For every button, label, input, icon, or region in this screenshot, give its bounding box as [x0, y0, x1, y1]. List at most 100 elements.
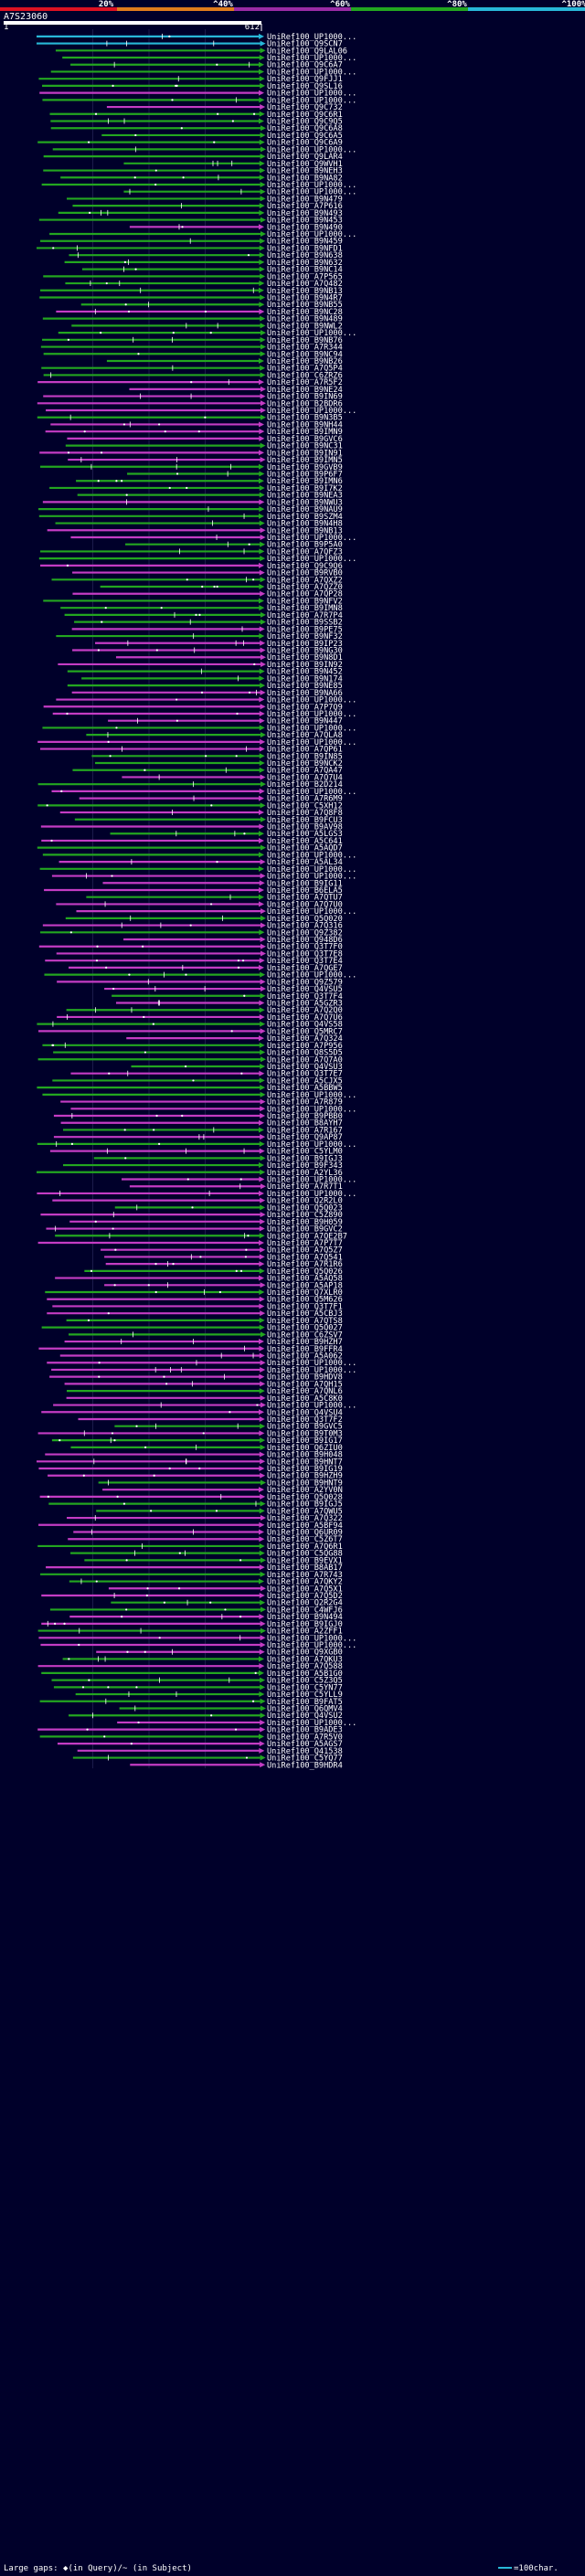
hit-arrow-head [259, 1592, 265, 1598]
hit-label: UniRef100_B9N8D1 [267, 653, 343, 663]
gap-marker [160, 607, 163, 610]
gap-marker [123, 260, 126, 263]
hit-label: UniRef100_B9IN69 [267, 393, 343, 402]
hit-arrow-head [261, 611, 266, 618]
query-bar [4, 21, 261, 25]
gap-marker [245, 1756, 249, 1759]
hit-label: UniRef100_UP1000... [267, 696, 356, 705]
hit-label: UniRef100_B9NB13 [267, 287, 343, 296]
hit-label: UniRef100_A7R5F2 [267, 378, 343, 387]
gap-marker [144, 1650, 146, 1653]
gap-marker [87, 1319, 90, 1321]
gap-marker [112, 987, 115, 991]
hit-label: UniRef100_A7QH15 [267, 1380, 343, 1389]
hit-arrow-head [259, 1013, 265, 1020]
hit-label: UniRef100_B9HZH7 [267, 1338, 343, 1347]
gap-marker [51, 1044, 55, 1046]
hit-arrow-head [260, 1444, 266, 1450]
gap-marker [125, 1559, 128, 1562]
gap-marker [50, 839, 53, 843]
hit-label: UniRef100_Q5Q020 [267, 915, 343, 924]
hit-arrow-head [258, 1275, 264, 1281]
hit-label: UniRef100_A7R1R6 [267, 1260, 343, 1269]
gap-marker [111, 1432, 114, 1435]
gap-marker [198, 613, 201, 617]
hit-label: UniRef100_UP1000... [267, 738, 356, 747]
hit-label: UniRef100_UP1000... [267, 90, 356, 99]
hit-arrow-head [260, 992, 266, 999]
hit-arrow-head [259, 725, 265, 731]
gap-marker [191, 1206, 194, 1209]
gap-marker [78, 1643, 80, 1647]
hit-label: UniRef100_A7Q5D2 [267, 1592, 343, 1601]
gap-marker [217, 112, 219, 115]
hit-arrow-head [258, 118, 264, 124]
hit-arrow-head [259, 584, 265, 590]
hit-arrow-head [259, 1373, 265, 1380]
hit-label: UniRef100_Q3T7E4 [267, 957, 343, 966]
hit-arrow-head [259, 1663, 265, 1670]
hit-label: UniRef100_B9NC14 [267, 266, 343, 275]
gap-marker [105, 281, 108, 285]
hit-label: UniRef100_A7QFZ3 [267, 547, 343, 557]
identity-label: 20% [99, 0, 114, 9]
hit-arrow-head [261, 922, 266, 928]
hit-arrow-head [258, 837, 264, 843]
gap-marker [229, 1411, 231, 1414]
hit-arrow-head [259, 245, 265, 251]
hit-arrow-head [261, 217, 266, 223]
gap-marker [210, 804, 213, 807]
hit-arrow-head [259, 1007, 265, 1013]
hit-arrow-head [260, 1635, 266, 1641]
hit-arrow-head [259, 1564, 265, 1571]
hit-label: UniRef100_UP1000... [267, 1091, 356, 1100]
hit-arrow-head [261, 1585, 266, 1592]
hit-arrow-head [259, 1451, 265, 1458]
hit-arrow-head [259, 1521, 265, 1528]
gap-marker [97, 480, 100, 482]
gap-marker [237, 959, 240, 962]
hit-label: UniRef100_UP1000... [267, 1176, 356, 1185]
hit-label: UniRef100_Q9AP87 [267, 1133, 343, 1142]
hit-label: UniRef100_B9NWL2 [267, 322, 343, 331]
gap-marker [66, 564, 69, 567]
hit-arrow-head [259, 1070, 265, 1076]
hit-arrow-head [260, 393, 266, 399]
gap-marker [218, 1290, 221, 1294]
gap-marker [103, 1735, 106, 1738]
gap-marker [143, 1015, 145, 1019]
hit-arrow-head [260, 1754, 266, 1761]
hit-arrow-head [260, 1360, 266, 1366]
gap-marker [158, 423, 161, 426]
hit-label: UniRef100_Q3T7E8 [267, 949, 343, 959]
hit-arrow-head [259, 569, 265, 576]
hit-label: UniRef100_Q3T7F1 [267, 1302, 343, 1311]
gap-marker [239, 1616, 242, 1618]
hit-arrow-head [259, 1345, 265, 1352]
hit-arrow-head [258, 1529, 264, 1535]
hit-label: UniRef100_Q2R2L0 [267, 1197, 343, 1206]
hit-label: UniRef100_B9HNT9 [267, 1479, 343, 1488]
hit-arrow-head [259, 203, 265, 209]
hit-label: UniRef100_A5B1G0 [267, 1670, 343, 1679]
hit-label: UniRef100_A7R879 [267, 1098, 343, 1108]
hit-label: UniRef100_UP1000... [267, 407, 356, 416]
gap-marker [60, 790, 63, 793]
hit-arrow-head [259, 1296, 265, 1302]
hit-arrow-head [259, 626, 265, 632]
hit-arrow-head [258, 1733, 264, 1740]
gap-marker [186, 578, 188, 581]
hit-arrow-head [259, 1747, 265, 1754]
hit-arrow-head [261, 1056, 266, 1063]
gap-marker [240, 1072, 243, 1075]
hit-arrow-head [260, 1310, 266, 1317]
hit-label: UniRef100_B9NH44 [267, 420, 343, 429]
gap-marker [205, 755, 207, 758]
hit-label: UniRef100_A5BBW5 [267, 1084, 343, 1093]
hit-label: UniRef100_A7QXZ2 [267, 576, 343, 585]
hit-arrow-head [260, 738, 266, 745]
identity-color-segment [468, 7, 585, 11]
hit-arrow-head [259, 1536, 265, 1542]
hit-arrow-head [259, 633, 265, 640]
hit-label: UniRef100_A5BF94 [267, 1521, 343, 1531]
